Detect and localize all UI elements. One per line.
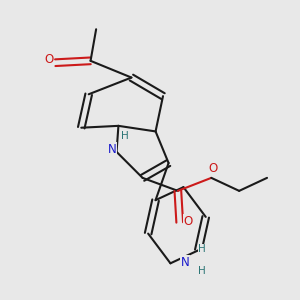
Text: H: H <box>121 131 129 141</box>
Text: O: O <box>208 162 218 175</box>
Text: H: H <box>198 244 206 254</box>
Text: N: N <box>108 143 116 156</box>
Text: O: O <box>183 215 193 228</box>
Text: N: N <box>181 256 190 269</box>
Text: H: H <box>198 266 206 277</box>
Text: O: O <box>44 53 53 66</box>
